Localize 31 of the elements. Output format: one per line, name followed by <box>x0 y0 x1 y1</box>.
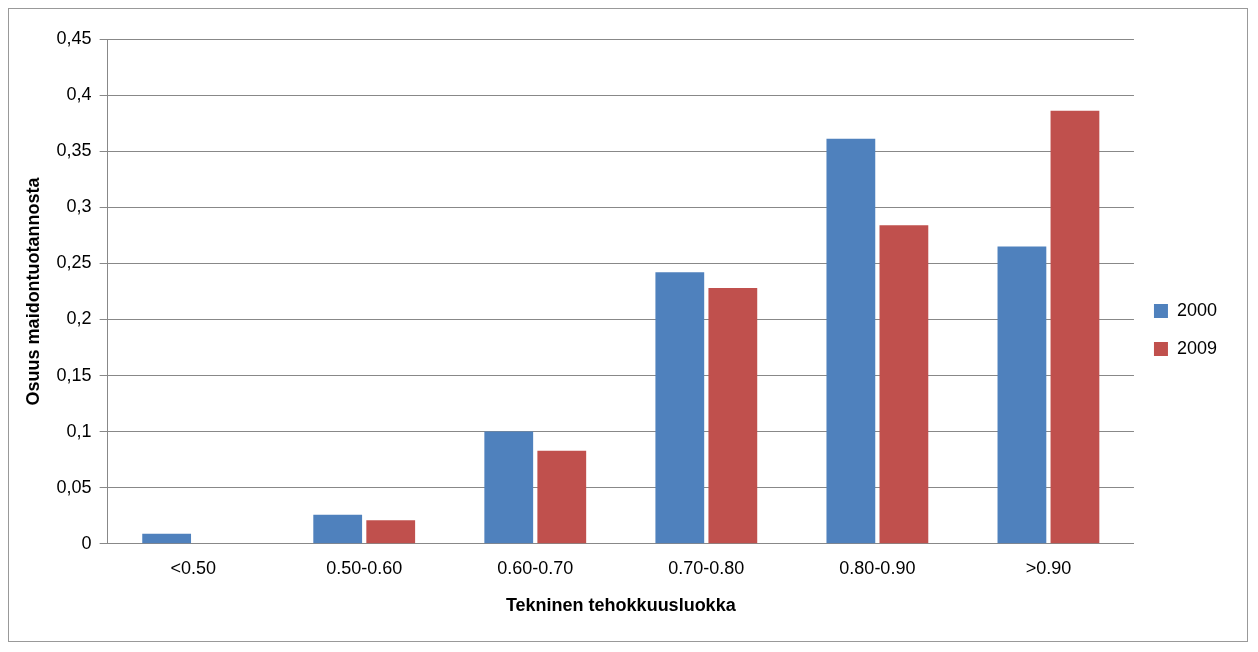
bar <box>142 533 192 544</box>
x-tick-label: <0.50 <box>170 557 216 578</box>
y-tick-label: 0,25 <box>56 252 92 273</box>
legend-label: 2000 <box>1176 299 1217 320</box>
x-tick-label: 0.70-0.80 <box>668 557 745 578</box>
bar <box>366 520 416 544</box>
y-tick-label: 0,1 <box>66 420 92 441</box>
bar <box>1050 110 1100 544</box>
y-tick-label: 0,05 <box>56 476 92 497</box>
bar <box>313 514 363 544</box>
x-axis-title: Tekninen tehokkuusluokka <box>505 595 737 616</box>
bar <box>879 225 929 544</box>
y-tick-label: 0,15 <box>56 364 92 385</box>
y-tick-label: 0 <box>81 532 92 553</box>
y-tick-label: 0,4 <box>66 84 92 105</box>
bar <box>537 450 587 544</box>
x-tick-label: >0.90 <box>1025 557 1072 578</box>
y-tick-label: 0,2 <box>66 308 92 329</box>
y-axis-title: Osuus maidontuotannosta <box>22 176 43 406</box>
x-tick-label: 0.80-0.90 <box>839 557 916 578</box>
y-tick-label: 0,45 <box>56 27 92 48</box>
bar <box>484 431 534 544</box>
bar <box>708 288 758 544</box>
bar <box>655 272 705 544</box>
y-tick-label: 0,3 <box>66 196 92 217</box>
legend-label: 2009 <box>1176 337 1217 358</box>
y-tick-label: 0,35 <box>56 140 92 161</box>
x-tick-label: 0.60-0.70 <box>497 557 574 578</box>
bar <box>826 138 876 544</box>
x-tick-label: 0.50-0.60 <box>326 557 403 578</box>
bar <box>997 246 1047 544</box>
